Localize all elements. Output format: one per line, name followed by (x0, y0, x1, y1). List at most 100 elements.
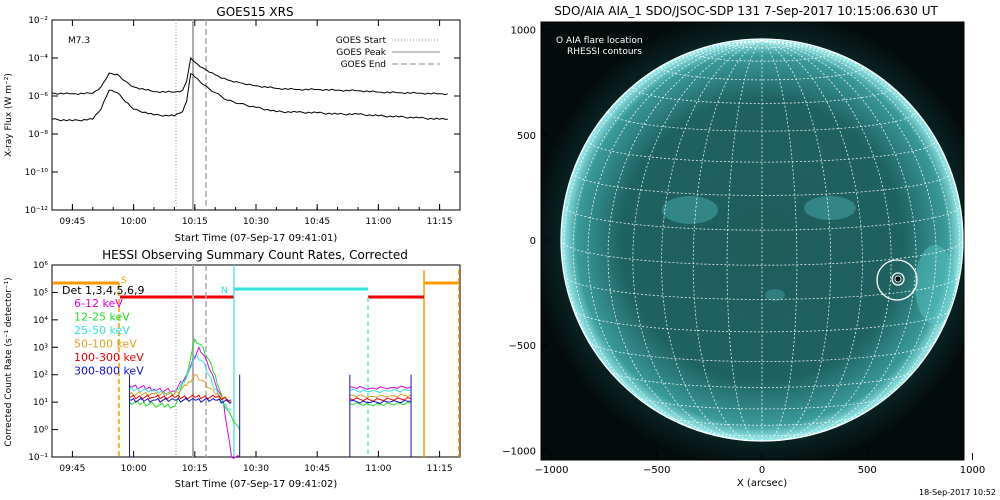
aia-longitude-line (607, 40, 763, 439)
hessi-axis-ticks (52, 264, 441, 458)
goes-y-tick-label: 10⁻⁶ (28, 92, 48, 102)
hessi-x-tick-label: 10:00 (121, 464, 147, 474)
hessi-x-tick-label: 09:45 (59, 464, 85, 474)
aia-rhessi-contour-inner (894, 275, 902, 283)
aia-x-tick-label: 0 (759, 465, 765, 476)
hessi-panel: HESSI Observing Summary Count Rates, Cor… (4, 248, 461, 490)
aia-legend-flare: O AIA flare location (556, 36, 643, 46)
aia-longitude-line (563, 40, 763, 399)
hessi-y-tick-label: 10⁻¹ (28, 453, 48, 463)
hessi-x-tick-label: 10:30 (243, 464, 269, 474)
goes-legend-start: GOES Start (336, 36, 387, 46)
goes-class-label: M7.3 (68, 36, 90, 46)
hessi-x-tick-label: 11:00 (365, 464, 391, 474)
goes-series (51, 56, 448, 122)
hessi-y-tick-labels: 10⁶ 10⁵ 10⁴ 10³ 10² 10¹ 10⁰ 10⁻¹ (28, 261, 48, 463)
aia-latitude-line (634, 394, 890, 410)
aia-y-tick-label: 1000 (511, 26, 536, 37)
aia-longitude-line (761, 40, 917, 439)
goes-x-tick-labels: 09:45 10:00 10:15 10:30 10:45 11:00 11:15 (59, 217, 452, 227)
hessi-y-tick-label: 10⁵ (33, 288, 48, 298)
hessi-series-band-1 (129, 337, 241, 430)
goes-panel: GOES15 XRS 09:45 10:00 10:15 10:30 10:45 11:0… (4, 5, 461, 244)
aia-x-tick-label: −1000 (535, 465, 569, 476)
hessi-series-band-3 (129, 374, 232, 403)
hessi-marker-s: S (121, 276, 127, 286)
hessi-series-band-1-late (349, 401, 412, 407)
goes-x-tick-label: 10:30 (243, 217, 269, 227)
aia-longitude-line (761, 40, 798, 442)
aia-longitude-line (761, 40, 832, 442)
aia-y-tick-label: 0 (530, 236, 536, 247)
goes-plot-frame (51, 19, 461, 211)
goes-legend-peak: GOES Peak (336, 48, 386, 58)
hessi-series-band-4 (129, 394, 232, 403)
aia-y-tick-labels: 1000 500 0 −500 −1000 (502, 26, 536, 458)
aia-limb (560, 38, 964, 442)
goes-y-axis-label: X-ray Flux (W m⁻²) (4, 73, 14, 157)
aia-panel: SDO/AIA AIA_1 SDO/JSOC-SDP 131 7-Sep-201… (502, 4, 996, 497)
hessi-title: HESSI Observing Summary Count Rates, Cor… (102, 248, 408, 262)
goes-axis-ticks (51, 19, 461, 211)
aia-x-tick-label: 1000 (960, 465, 985, 476)
aia-longitude-line (761, 40, 952, 430)
aia-timestamp: 18-Sep-2017 10:52 (919, 488, 996, 497)
hessi-x-tick-label: 11:15 (427, 464, 453, 474)
goes-y-tick-label: 10⁻¹² (25, 206, 49, 216)
goes-series-short (51, 73, 448, 122)
hessi-series (129, 337, 412, 460)
aia-latitude-line (726, 43, 798, 49)
hessi-legend-item: 6-12 keV (74, 297, 123, 310)
aia-plot-frame (540, 21, 965, 461)
hessi-x-axis-label: Start Time (07-Sep-17 09:41:02) (175, 479, 338, 490)
hessi-legend-item: 100-300 keV (74, 351, 144, 364)
goes-y-tick-labels: 10⁻² 10⁻⁴ 10⁻⁶ 10⁻⁸ 10⁻¹⁰ 10⁻¹² (25, 16, 49, 216)
hessi-series-band-2 (129, 354, 232, 411)
aia-lat-lon-grid (560, 38, 964, 442)
goes-y-tick-label: 10⁻⁸ (28, 130, 48, 140)
aia-longitude-line (587, 40, 763, 437)
hessi-det-label: Det 1,3,4,5,6,9 (62, 284, 145, 297)
aia-longitude-line (761, 40, 937, 437)
aia-longitude-line (726, 40, 763, 442)
goes-x-tick-label: 10:45 (304, 217, 330, 227)
aia-longitude-line (661, 40, 763, 441)
aia-x-tick-label: 500 (858, 465, 877, 476)
hessi-x-tick-label: 10:15 (182, 464, 208, 474)
aia-latitude-line (587, 140, 937, 163)
hessi-legend-item: 12-25 keV (74, 311, 130, 324)
hessi-y-tick-label: 10⁴ (33, 316, 48, 326)
aia-x-axis-label: X (arcsec) (737, 478, 787, 489)
hessi-x-tick-labels: 09:45 10:00 10:15 10:30 10:45 11:00 11:15 (59, 464, 452, 474)
aia-longitude-line (572, 40, 763, 430)
aia-active-region-2 (804, 196, 856, 220)
aia-longitude-line (632, 40, 763, 440)
aia-active-region-1 (662, 196, 718, 224)
goes-legend: GOES Start GOES Peak GOES End (336, 36, 440, 70)
hessi-series-band-5 (129, 397, 232, 404)
hessi-y-axis-label: Corrected Count Rate (s⁻¹ detector⁻¹) (4, 277, 14, 446)
goes-series-long (51, 56, 448, 96)
hessi-series-band-5-late (349, 399, 412, 405)
goes-y-tick-label: 10⁻⁴ (28, 54, 48, 64)
hessi-legend-item: 25-50 keV (74, 324, 130, 337)
aia-x-tick-labels: −1000 −500 0 500 1000 (535, 465, 986, 476)
hessi-y-tick-label: 10² (33, 371, 48, 381)
aia-title: SDO/AIA AIA_1 SDO/JSOC-SDP 131 7-Sep-201… (554, 4, 938, 18)
goes-y-tick-label: 10⁻² (28, 16, 48, 26)
hessi-marker-n: N (221, 286, 228, 296)
goes-title: GOES15 XRS (216, 5, 293, 19)
hessi-series-band-2-late (349, 388, 412, 394)
hessi-y-tick-label: 10¹ (33, 398, 48, 408)
hessi-y-tick-label: 10⁰ (33, 426, 48, 436)
goes-x-tick-label: 10:00 (121, 217, 147, 227)
aia-y-tick-label: −500 (509, 341, 536, 352)
aia-legend-rhessi: RHESSI contours (567, 47, 642, 57)
aia-axis-ticks (541, 29, 973, 460)
goes-x-tick-label: 09:45 (59, 217, 85, 227)
aia-longitude-line (692, 40, 763, 442)
hessi-x-tick-label: 10:45 (304, 464, 330, 474)
aia-x-tick-label: −500 (643, 465, 670, 476)
